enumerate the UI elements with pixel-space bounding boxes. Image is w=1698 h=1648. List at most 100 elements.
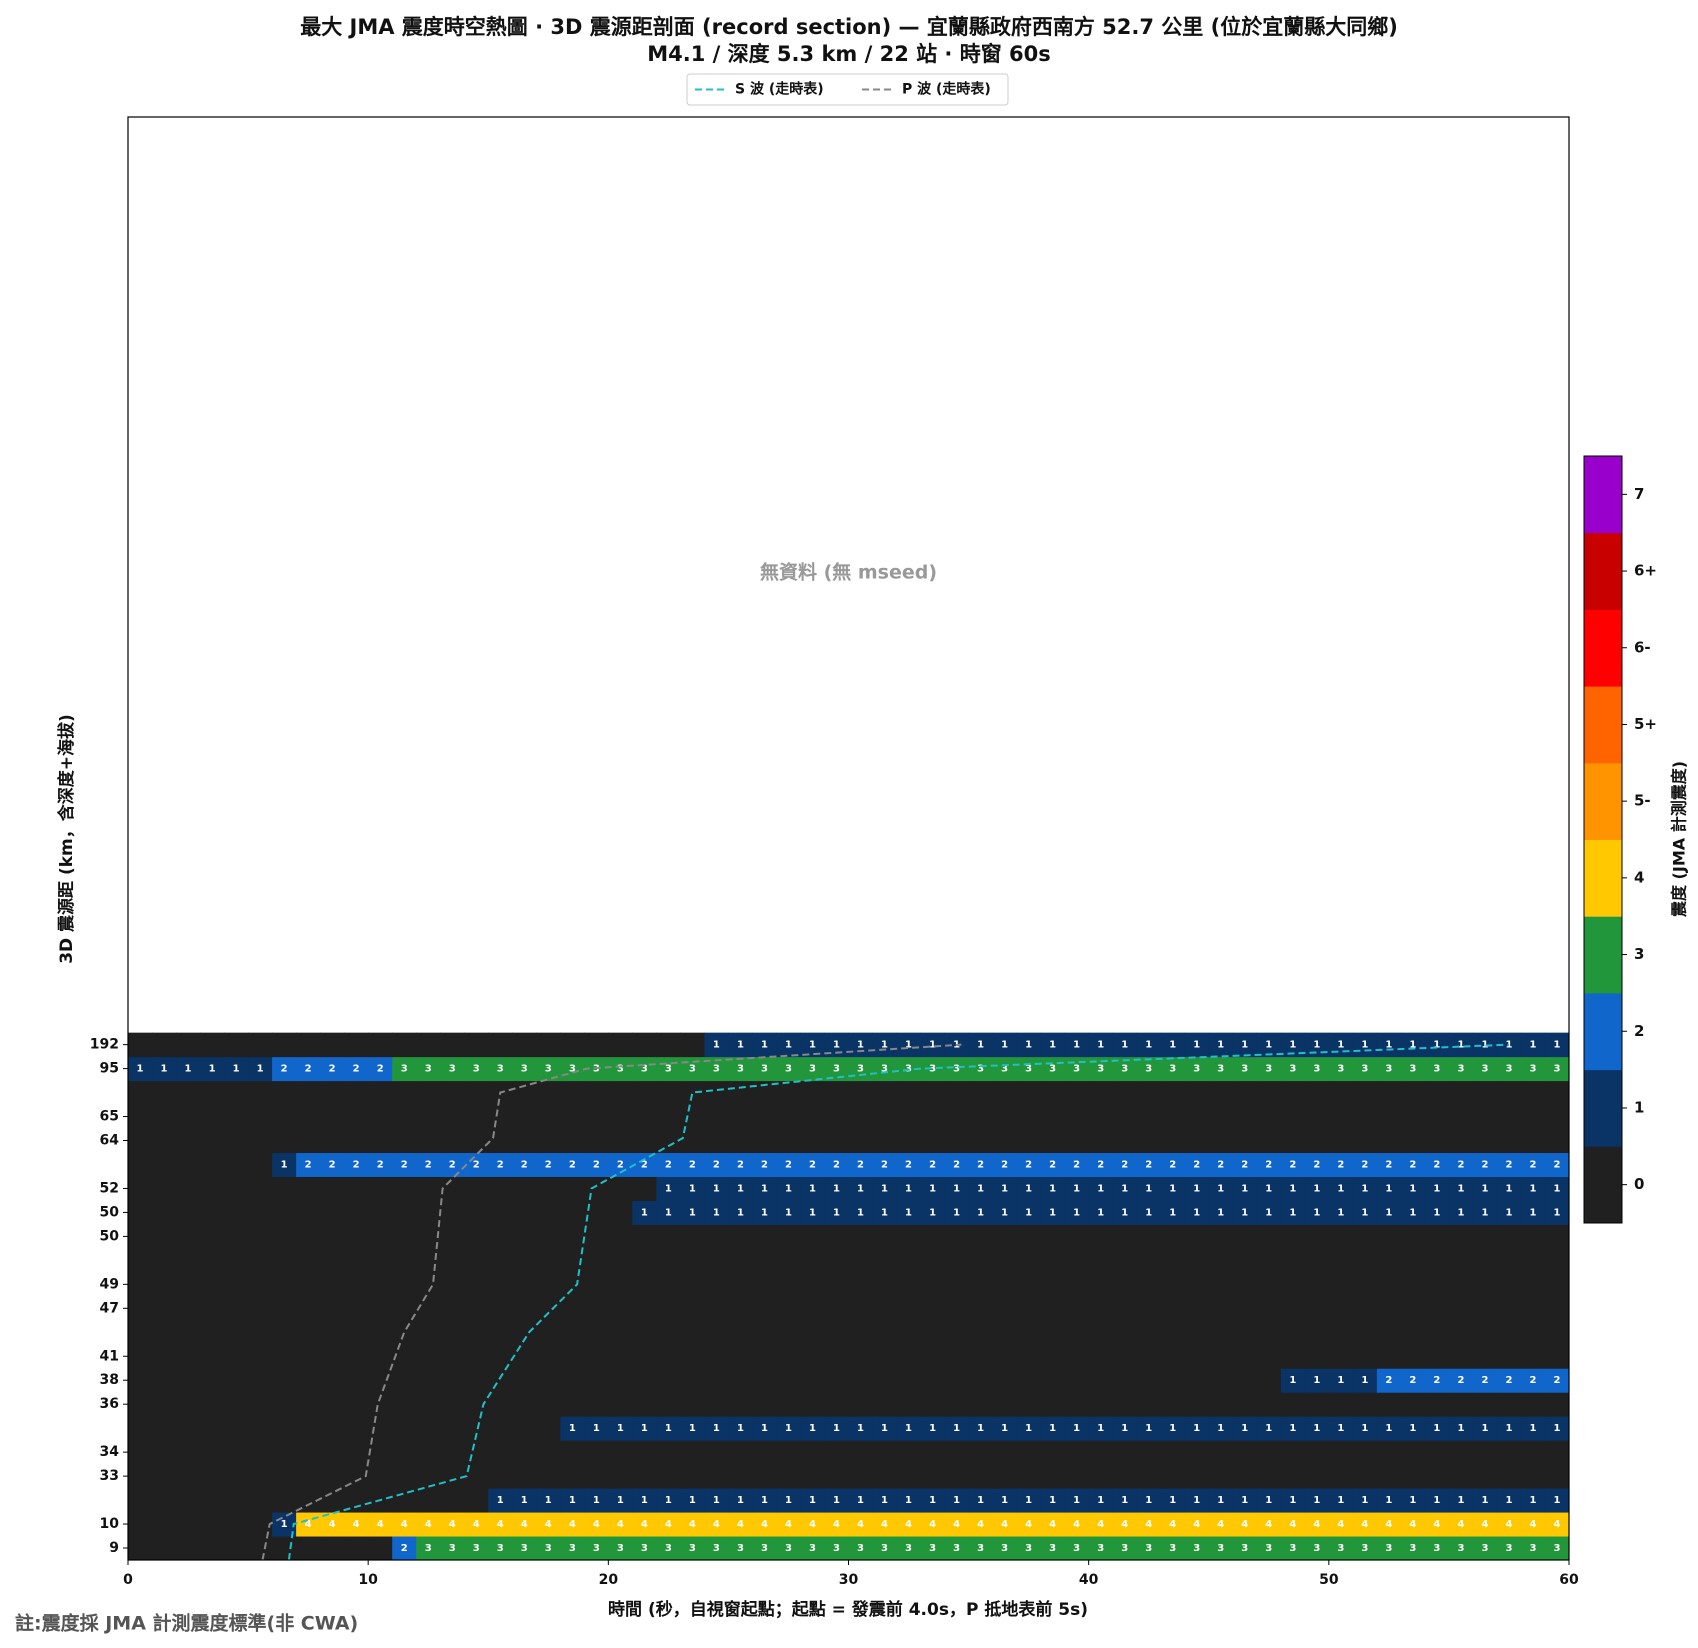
cell-label: 2 — [1241, 1159, 1248, 1170]
heatmap-cell — [872, 1512, 898, 1537]
cell-label: 4 — [689, 1519, 696, 1530]
heatmap-cell — [872, 1536, 898, 1561]
heatmap-cell — [344, 1392, 369, 1417]
heatmap-cell — [1352, 1032, 1378, 1058]
cell-label: 1 — [977, 1207, 984, 1218]
heatmap-cell — [1544, 1104, 1570, 1130]
heatmap-cell — [1472, 1224, 1498, 1249]
colorbar-tick-label: 4 — [1634, 868, 1644, 886]
heatmap-cell — [440, 1224, 465, 1249]
heatmap-cell — [1520, 1080, 1546, 1106]
cell-label: 2 — [713, 1159, 720, 1170]
cell-label: 3 — [497, 1064, 504, 1075]
cell-label: 2 — [281, 1064, 288, 1075]
heatmap-cell — [1256, 1320, 1282, 1345]
heatmap-cell — [200, 1368, 225, 1393]
cell-label: 3 — [809, 1543, 816, 1554]
heatmap-cell — [1304, 1104, 1330, 1130]
cell-label: 1 — [641, 1207, 648, 1218]
heatmap-cell — [1400, 1200, 1426, 1225]
cell-label: 2 — [1217, 1159, 1224, 1170]
cell-label: 3 — [761, 1064, 768, 1075]
heatmap-cell — [800, 1368, 825, 1393]
heatmap-cell — [1064, 1320, 1090, 1345]
cell-label: 4 — [977, 1519, 984, 1530]
heatmap-cell — [344, 1176, 369, 1201]
cell-label: 3 — [449, 1543, 456, 1554]
heatmap-cell — [1400, 1392, 1426, 1417]
heatmap-cell — [992, 1512, 1018, 1537]
heatmap-cell — [704, 1440, 729, 1465]
heatmap-cell — [1376, 1176, 1402, 1201]
cell-label: 1 — [761, 1183, 768, 1194]
cell-label: 2 — [737, 1159, 744, 1170]
heatmap-cell — [488, 1200, 513, 1225]
cell-label: 3 — [1169, 1064, 1176, 1075]
heatmap-cell — [680, 1488, 705, 1513]
heatmap-cell — [1424, 1200, 1450, 1225]
heatmap-cell — [704, 1512, 729, 1537]
cell-label: 1 — [1217, 1207, 1224, 1218]
cell-label: 2 — [1457, 1159, 1464, 1170]
heatmap-cell — [1496, 1248, 1522, 1273]
heatmap-cell — [632, 1488, 657, 1513]
colorbar-frame — [1583, 455, 1623, 1224]
cell-label: 2 — [521, 1159, 528, 1170]
heatmap-cell — [728, 1464, 753, 1489]
heatmap-cell — [1232, 1272, 1258, 1297]
heatmap-cell — [200, 1080, 225, 1106]
cell-label: 3 — [881, 1064, 888, 1075]
heatmap-cell — [1424, 1464, 1450, 1489]
cell-label: 4 — [785, 1519, 792, 1530]
heatmap-cell — [1424, 1512, 1450, 1537]
heatmap-cell — [704, 1344, 729, 1369]
heatmap-cell — [992, 1248, 1018, 1273]
heatmap-cell — [920, 1368, 946, 1393]
heatmap-cell — [128, 1464, 153, 1489]
heatmap-cell — [1328, 1128, 1354, 1154]
heatmap-cell — [272, 1488, 297, 1513]
heatmap-cell — [848, 1200, 874, 1225]
heatmap-cell — [440, 1320, 465, 1345]
cell-label: 3 — [1001, 1543, 1008, 1554]
cell-label: 1 — [1361, 1495, 1368, 1506]
heatmap-cell — [1208, 1512, 1234, 1537]
cell-label: 1 — [1313, 1183, 1320, 1194]
heatmap-cell — [1280, 1248, 1306, 1273]
heatmap-cell — [704, 1104, 729, 1130]
cell-label: 2 — [1049, 1159, 1056, 1170]
heatmap-cell — [1040, 1272, 1066, 1297]
heatmap-cell — [1136, 1512, 1162, 1537]
cell-label: 1 — [929, 1040, 936, 1051]
cell-label: 1 — [785, 1495, 792, 1506]
cell-label: 1 — [1265, 1183, 1272, 1194]
heatmap-cell — [680, 1368, 705, 1393]
heatmap-cell — [224, 1488, 249, 1513]
heatmap-cell — [176, 1512, 201, 1537]
heatmap-cell — [1136, 1368, 1162, 1393]
heatmap-cell — [848, 1056, 874, 1082]
cell-label: 3 — [521, 1543, 528, 1554]
heatmap-cell — [320, 1248, 345, 1273]
heatmap-cell — [416, 1320, 441, 1345]
heatmap-cell — [992, 1536, 1018, 1561]
heatmap-cell — [200, 1200, 225, 1225]
cell-label: 1 — [1385, 1183, 1392, 1194]
heatmap-cell — [416, 1512, 441, 1537]
cell-label: 1 — [1121, 1495, 1128, 1506]
heatmap-cell — [1280, 1152, 1306, 1177]
heatmap-cell — [296, 1200, 321, 1225]
heatmap-cell — [776, 1152, 801, 1177]
cell-label: 2 — [1337, 1159, 1344, 1170]
heatmap-cell — [1280, 1464, 1306, 1489]
cell-label: 1 — [1433, 1040, 1440, 1051]
heatmap-cell — [1496, 1416, 1522, 1441]
heatmap-cell — [872, 1080, 898, 1106]
cell-label: 3 — [521, 1064, 528, 1075]
heatmap-cell — [1448, 1536, 1474, 1561]
heatmap-cell — [992, 1320, 1018, 1345]
heatmap-cell — [296, 1368, 321, 1393]
heatmap-cell — [1232, 1392, 1258, 1417]
cell-label: 3 — [1073, 1543, 1080, 1554]
heatmap-cell — [1088, 1440, 1114, 1465]
